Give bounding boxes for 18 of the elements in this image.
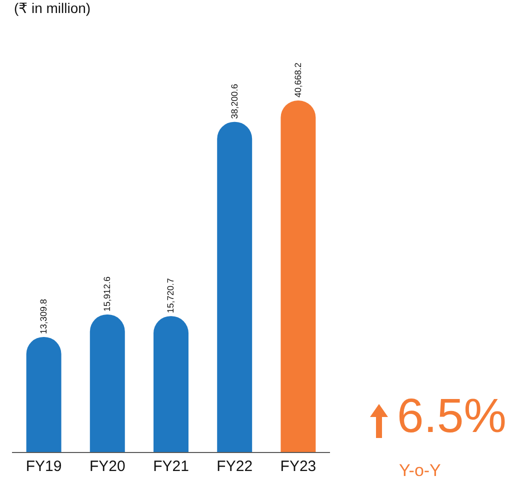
bar — [280, 100, 316, 452]
x-tick-label: FY22 — [216, 458, 253, 475]
text: (₹ in million) — [14, 0, 91, 16]
text: Y-o-Y — [399, 461, 441, 480]
data-label: 15,720.7 — [166, 278, 176, 314]
text: 6.5% — [397, 390, 506, 443]
data-label: 40,668.2 — [292, 62, 303, 98]
bar — [217, 122, 252, 452]
bar — [90, 314, 125, 452]
x-tick-label: FY23 — [280, 458, 316, 475]
bar — [154, 316, 188, 452]
data-label: 38,200.6 — [229, 84, 240, 119]
data-label: 13,309.8 — [38, 299, 48, 334]
bar — [26, 336, 62, 452]
x-tick-label: FY19 — [26, 458, 62, 475]
x-tick-label: FY20 — [89, 458, 126, 475]
data-label: 15,912.6 — [102, 276, 112, 312]
x-tick-label: FY21 — [153, 458, 189, 475]
